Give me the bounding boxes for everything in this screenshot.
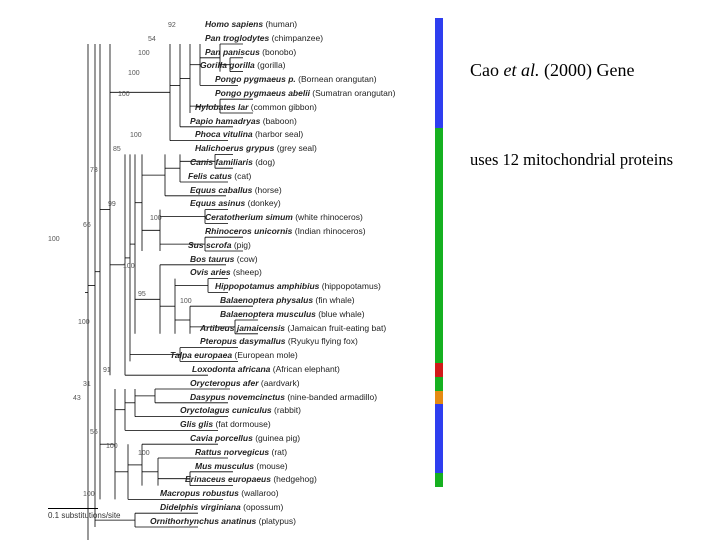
taxon-label: Hylobates lar (common gibbon) — [195, 102, 317, 112]
bootstrap-value: 85 — [113, 146, 121, 153]
bootstrap-value: 43 — [73, 395, 81, 402]
citation-caption: Cao et al. (2000) Gene — [470, 60, 700, 81]
scale-label: 0.1 substitutions/site — [48, 511, 120, 520]
taxon-label: Macropus robustus (wallaroo) — [160, 488, 279, 498]
bootstrap-value: 100 — [106, 443, 118, 450]
bootstrap-value: 100 — [138, 450, 150, 457]
taxon-label: Ovis aries (sheep) — [190, 267, 262, 277]
taxon-label: Equus asinus (donkey) — [190, 198, 281, 208]
taxon-label: Oryctolagus cuniculus (rabbit) — [180, 405, 301, 415]
bootstrap-value: 73 — [90, 167, 98, 174]
bootstrap-value: 99 — [108, 201, 116, 208]
taxon-label: Ornithorhynchus anatinus (platypus) — [150, 516, 296, 526]
taxon-label: Phoca vitulina (harbor seal) — [195, 129, 303, 139]
clade-color-bar — [435, 363, 443, 377]
taxon-label: Rhinoceros unicornis (Indian rhinoceros) — [205, 226, 366, 236]
bootstrap-value: 91 — [103, 367, 111, 374]
clade-color-bar — [435, 418, 443, 473]
bootstrap-value: 100 — [78, 319, 90, 326]
taxon-label: Balaenoptera physalus (fin whale) — [220, 295, 355, 305]
taxon-label: Pan troglodytes (chimpanzee) — [205, 33, 323, 43]
taxon-label: Mus musculus (mouse) — [195, 461, 288, 471]
bootstrap-value: 100 — [48, 236, 60, 243]
taxon-label: Pongo pygmaeus abelii (Sumatran oranguta… — [215, 88, 395, 98]
taxon-label: Dasypus novemcinctus (nine-banded armadi… — [190, 392, 377, 402]
taxon-label: Loxodonta africana (African elephant) — [192, 364, 340, 374]
clade-color-bar — [435, 377, 443, 391]
taxon-label: Balaenoptera musculus (blue whale) — [220, 309, 365, 319]
taxon-label: Gorilla gorilla (gorilla) — [200, 60, 286, 70]
taxon-label: Pan paniscus (bonobo) — [205, 47, 296, 57]
bootstrap-value: 100 — [118, 91, 130, 98]
method-caption: uses 12 mitochondrial proteins — [470, 150, 700, 170]
clade-color-bar — [435, 391, 443, 405]
bootstrap-value: 100 — [180, 298, 192, 305]
bootstrap-value: 100 — [138, 50, 150, 57]
clade-color-bar — [435, 473, 443, 487]
clade-color-bar — [435, 128, 443, 363]
bootstrap-value: 100 — [130, 132, 142, 139]
taxon-label: Papio hamadryas (baboon) — [190, 116, 297, 126]
taxon-label: Bos taurus (cow) — [190, 254, 258, 264]
clade-color-bar — [435, 18, 443, 128]
bootstrap-value: 100 — [83, 491, 95, 498]
taxon-label: Canis familiaris (dog) — [190, 157, 275, 167]
taxon-label: Homo sapiens (human) — [205, 19, 297, 29]
bootstrap-value: 100 — [150, 215, 162, 222]
taxon-label: Talpa europaea (European mole) — [170, 350, 298, 360]
bootstrap-value: 100 — [123, 263, 135, 270]
taxon-label: Artibeus jamaicensis (Jamaican fruit-eat… — [200, 323, 386, 333]
bootstrap-value: 31 — [83, 381, 91, 388]
bootstrap-value: 92 — [168, 22, 176, 29]
taxon-label: Orycteropus afer (aardvark) — [190, 378, 300, 388]
phylogenetic-tree: Homo sapiens (human) Pan troglodytes (chi… — [40, 20, 450, 540]
bootstrap-value: 54 — [148, 36, 156, 43]
bootstrap-value: 95 — [138, 291, 146, 298]
clade-color-bar — [435, 404, 443, 418]
taxon-label: Equus caballus (horse) — [190, 185, 282, 195]
taxon-label: Rattus norvegicus (rat) — [195, 447, 287, 457]
taxon-label: Cavia porcellus (guinea pig) — [190, 433, 300, 443]
bootstrap-value: 100 — [128, 70, 140, 77]
taxon-label: Didelphis virginiana (opossum) — [160, 502, 283, 512]
bootstrap-value: 56 — [90, 429, 98, 436]
bootstrap-value: 66 — [83, 222, 91, 229]
taxon-label: Pongo pygmaeus p. (Bornean orangutan) — [215, 74, 377, 84]
taxon-label: Glis glis (fat dormouse) — [180, 419, 271, 429]
taxon-label: Pteropus dasymallus (Ryukyu flying fox) — [200, 336, 358, 346]
taxon-label: Halichoerus grypus (grey seal) — [195, 143, 317, 153]
scale-bar: 0.1 substitutions/site — [48, 508, 120, 520]
taxon-label: Hippopotamus amphibius (hippopotamus) — [215, 281, 381, 291]
taxon-label: Ceratotherium simum (white rhinoceros) — [205, 212, 363, 222]
taxon-label: Erinaceus europaeus (hedgehog) — [185, 474, 317, 484]
taxon-label: Sus scrofa (pig) — [188, 240, 251, 250]
taxon-label: Felis catus (cat) — [188, 171, 251, 181]
